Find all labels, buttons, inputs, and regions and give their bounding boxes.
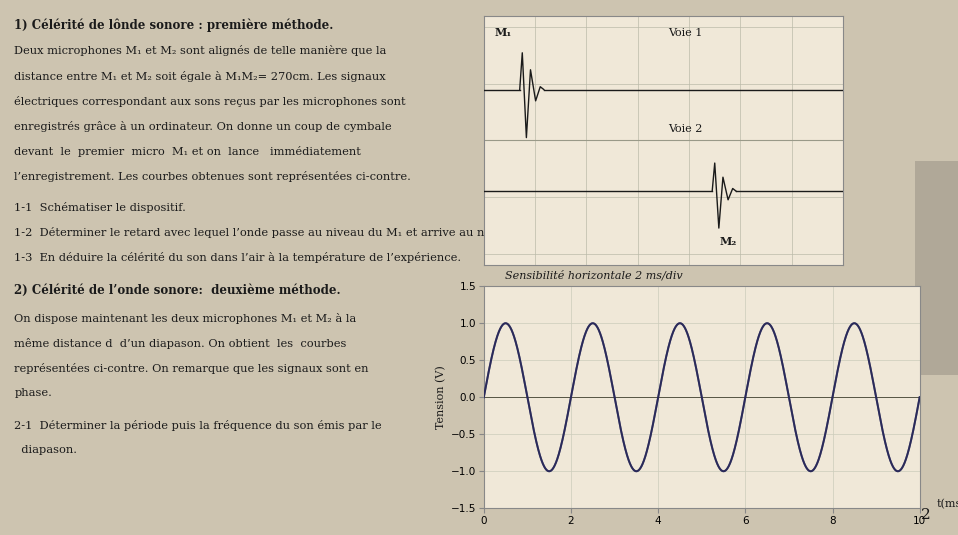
Text: 2-1  Déterminer la période puis la fréquence du son émis par le: 2-1 Déterminer la période puis la fréque… [14, 420, 382, 431]
Text: même distance d  d’un diapason. On obtient  les  courbes: même distance d d’un diapason. On obtien… [14, 338, 347, 349]
Text: 2: 2 [922, 508, 931, 522]
Text: Voie 2: Voie 2 [669, 124, 703, 134]
Text: Voie 1: Voie 1 [669, 28, 703, 38]
Text: 1-1  Schématiser le dispositif.: 1-1 Schématiser le dispositif. [14, 202, 186, 213]
Text: On dispose maintenant les deux microphones M₁ et M₂ à la: On dispose maintenant les deux microphon… [14, 313, 356, 324]
Text: M₂: M₂ [719, 236, 737, 247]
Text: 1-2  Déterminer le retard avec lequel l’onde passe au niveau du M₁ et arrive au : 1-2 Déterminer le retard avec lequel l’o… [14, 227, 558, 238]
Text: électriques correspondant aux sons reçus par les microphones sont: électriques correspondant aux sons reçus… [14, 96, 406, 107]
Text: 1-3  En déduire la célérité du son dans l’air à la température de l’expérience.: 1-3 En déduire la célérité du son dans l… [14, 252, 462, 263]
Text: 1) Célérité de lônde sonore : première méthode.: 1) Célérité de lônde sonore : première m… [14, 19, 333, 32]
Text: Deux microphones M₁ et M₂ sont alignés de telle manière que la: Deux microphones M₁ et M₂ sont alignés d… [14, 45, 387, 57]
Text: M₁: M₁ [494, 27, 512, 38]
Text: diapason.: diapason. [14, 445, 78, 455]
Text: t(ms): t(ms) [937, 499, 958, 510]
Text: l’enregistrement. Les courbes obtenues sont représentées ci-contre.: l’enregistrement. Les courbes obtenues s… [14, 171, 411, 182]
Text: distance entre M₁ et M₂ soit égale à M₁M₂= 270cm. Les signaux: distance entre M₁ et M₂ soit égale à M₁M… [14, 71, 386, 82]
Text: représentées ci-contre. On remarque que les signaux sont en: représentées ci-contre. On remarque que … [14, 363, 369, 374]
Text: Sensibilité horizontale 2 ms/div: Sensibilité horizontale 2 ms/div [505, 270, 683, 281]
Text: 2) Célérité de l’onde sonore:  deuxième méthode.: 2) Célérité de l’onde sonore: deuxième m… [14, 284, 341, 296]
Text: phase.: phase. [14, 388, 53, 399]
FancyBboxPatch shape [915, 160, 958, 374]
Text: enregistrés grâce à un ordinateur. On donne un coup de cymbale: enregistrés grâce à un ordinateur. On do… [14, 121, 392, 132]
Text: devant  le  premier  micro  M₁ et on  lance   immédiatement: devant le premier micro M₁ et on lance i… [14, 146, 361, 157]
Y-axis label: Tension (V): Tension (V) [436, 365, 446, 429]
